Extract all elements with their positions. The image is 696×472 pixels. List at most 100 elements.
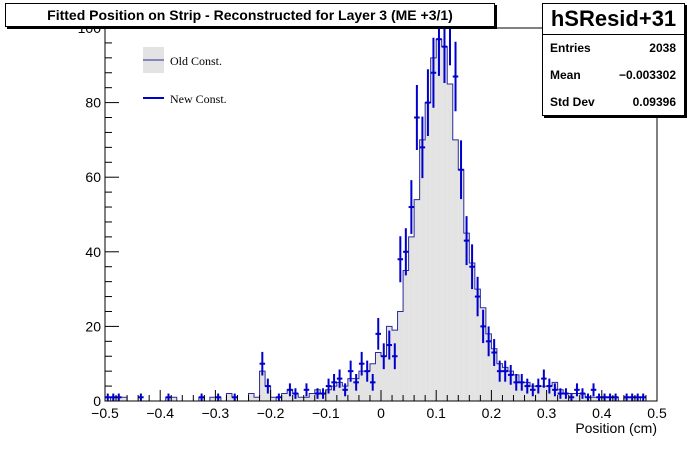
- new-const-point: [585, 393, 591, 401]
- legend-old-label: Old Const.: [170, 54, 222, 68]
- new-const-point: [452, 41, 459, 112]
- new-const-point: [491, 339, 497, 366]
- old-const-bar: [590, 397, 597, 401]
- new-const-point: [563, 388, 569, 399]
- new-const-point: [165, 393, 172, 401]
- new-const-point: [496, 360, 503, 382]
- new-const-point: [447, 27, 453, 66]
- new-const-point: [430, 37, 437, 108]
- new-const-point: [198, 393, 205, 401]
- old-const-bar: [447, 83, 453, 401]
- stats-stddev-row: Std Dev 0.09396: [543, 89, 684, 116]
- new-const-point: [110, 393, 117, 401]
- x-tick-label: −0.2: [257, 405, 285, 421]
- new-const-point: [640, 393, 646, 401]
- stats-mean-value: −0.003302: [618, 68, 676, 82]
- old-const-bar: [519, 382, 525, 401]
- new-const-point: [292, 388, 299, 399]
- new-const-point: [507, 365, 514, 385]
- old-const-bar: [226, 393, 232, 401]
- new-const-point: [425, 69, 431, 136]
- x-tick-label: 0.3: [537, 405, 557, 421]
- new-const-point: [331, 374, 337, 391]
- old-const-bar: [209, 397, 216, 401]
- stats-entries-value: 2038: [649, 41, 676, 55]
- new-const-point: [535, 378, 542, 394]
- old-const-bar: [364, 371, 370, 401]
- new-const-point: [259, 351, 266, 376]
- axis-ticks: [104, 27, 658, 402]
- new-const-point: [320, 388, 326, 399]
- old-const-bar: [254, 397, 260, 401]
- old-const-bar: [441, 46, 448, 402]
- old-const-bar: [414, 199, 420, 401]
- old-const-bar: [430, 57, 437, 402]
- new-const-point: [568, 393, 575, 401]
- old-const-bar: [419, 139, 426, 401]
- new-const-point: [579, 388, 586, 399]
- stats-mean-row: Mean −0.003302: [543, 62, 684, 89]
- old-const-bar: [347, 378, 354, 401]
- old-const-bar: [541, 386, 547, 401]
- new-const-point: [419, 116, 426, 179]
- axis-tick-labels: −0.5 −0.4 −0.3 −0.2 −0.1 0 0.1 0.2 0.3 0.4 0.5 0 20 4…: [78, 20, 667, 421]
- new-const-point: [342, 383, 348, 397]
- new-const-point: [358, 351, 365, 376]
- y-tick-label: 40: [85, 244, 101, 260]
- new-const-point: [325, 378, 332, 394]
- stats-mean-label: Mean: [550, 68, 581, 82]
- stats-stddev-value: 0.09396: [632, 95, 676, 109]
- old-const-bar: [336, 382, 343, 401]
- old-const-bar: [303, 397, 310, 401]
- old-const-bar: [171, 397, 177, 401]
- new-const-point: [607, 393, 613, 401]
- new-const-point: [215, 393, 221, 401]
- new-const-point: [397, 236, 404, 283]
- stats-histogram-name: hSResid+31: [543, 4, 684, 35]
- old-const-bar: [463, 233, 470, 401]
- new-const-point: [347, 360, 354, 382]
- stats-entries-label: Entries: [550, 41, 591, 55]
- new-const-point: [480, 309, 486, 344]
- old-const-bar: [480, 307, 486, 401]
- x-axis-title: Position (cm): [575, 420, 657, 436]
- old-const-bar: [121, 397, 128, 401]
- histogram-layer: [105, 38, 657, 402]
- old-const-bar: [281, 393, 288, 401]
- new-const-points-layer: [105, 27, 646, 401]
- new-const-point: [474, 276, 481, 317]
- old-const-bar: [270, 397, 277, 401]
- old-const-bar: [485, 333, 492, 401]
- stats-stddev-label: Std Dev: [550, 95, 595, 109]
- new-const-point: [530, 383, 536, 397]
- y-tick-label: 80: [85, 95, 101, 111]
- new-const-point: [314, 388, 321, 399]
- new-const-point: [629, 393, 635, 401]
- new-const-point: [634, 393, 641, 401]
- old-const-bar: [408, 236, 415, 401]
- new-const-point: [403, 228, 409, 276]
- old-const-bar: [507, 371, 514, 401]
- new-const-point: [369, 374, 376, 391]
- new-const-point: [612, 393, 619, 401]
- old-const-bar: [358, 371, 365, 401]
- old-const-bar: [259, 371, 266, 401]
- new-const-point: [303, 383, 310, 397]
- x-tick-label: −0.1: [312, 405, 340, 421]
- old-const-bar: [325, 389, 332, 401]
- legend-new-label: New Const.: [170, 92, 227, 106]
- new-const-point: [623, 393, 630, 401]
- x-tick-label: −0.4: [146, 405, 174, 421]
- new-const-point: [105, 393, 111, 401]
- new-const-point: [469, 244, 475, 290]
- new-const-point: [596, 393, 602, 401]
- y-tick-label: 0: [93, 393, 101, 409]
- new-const-point: [463, 216, 470, 266]
- old-const-bar: [425, 102, 431, 401]
- old-const-bar: [474, 289, 481, 401]
- old-const-bar: [502, 367, 508, 401]
- new-const-point: [513, 374, 519, 391]
- x-tick-label: 0.5: [647, 405, 667, 421]
- old-const-bar: [436, 39, 442, 401]
